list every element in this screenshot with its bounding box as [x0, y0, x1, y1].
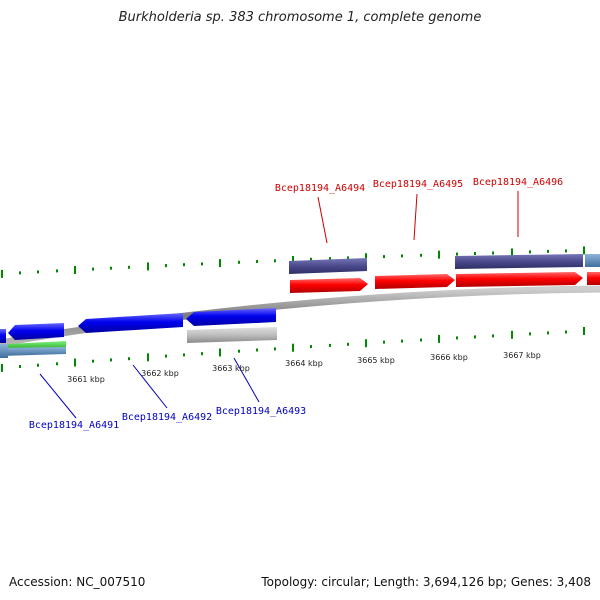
- scale-label: 3664 kbp: [285, 359, 323, 368]
- leader-line-a6491: [39, 373, 77, 419]
- map-title: Burkholderia sp. 383 chromosome 1, compl…: [118, 10, 482, 25]
- cds-arrow-a6492[interactable]: [78, 313, 183, 333]
- forward-gene-labels: Bcep18194_A6494 Bcep18194_A6495 Bcep1819…: [275, 177, 563, 244]
- scale-label: 3665 kbp: [357, 356, 395, 365]
- gene-label-a6494[interactable]: Bcep18194_A6494: [275, 183, 365, 194]
- gene-band-steel-left[interactable]: [0, 344, 8, 358]
- gene-band-a6496[interactable]: [455, 254, 583, 269]
- gene-label-a6492[interactable]: Bcep18194_A6492: [122, 412, 212, 423]
- accession-text: Accession: NC_007510: [9, 575, 146, 589]
- leader-line-a6492: [132, 364, 168, 409]
- cds-arrow-a6496[interactable]: [456, 272, 583, 287]
- scale-label: 3663 kbp: [212, 364, 250, 373]
- cds-arrow-a6493[interactable]: [186, 308, 276, 326]
- leader-line-a6494: [317, 196, 328, 244]
- gene-band-gray[interactable]: [187, 327, 277, 343]
- cds-arrow-a6495[interactable]: [375, 274, 455, 289]
- gene-label-a6495[interactable]: Bcep18194_A6495: [373, 179, 463, 190]
- scale-label: 3667 kbp: [503, 351, 541, 360]
- gene-label-a6496[interactable]: Bcep18194_A6496: [473, 177, 563, 188]
- cds-arrow-right-edge[interactable]: [587, 272, 600, 285]
- reverse-gene-labels: Bcep18194_A6491 Bcep18194_A6492 Bcep1819…: [29, 357, 306, 431]
- genome-backbone: [0, 285, 600, 347]
- upper-tick-row: [1, 246, 585, 278]
- leader-line-a6495: [413, 193, 418, 241]
- leader-line-a6493: [233, 357, 260, 403]
- scale-label: 3661 kbp: [67, 375, 105, 384]
- genome-summary-text: Topology: circular; Length: 3,694,126 bp…: [261, 575, 591, 589]
- cds-arrow-a6494[interactable]: [290, 278, 368, 293]
- gene-band-a6494[interactable]: [289, 258, 367, 274]
- gene-band-right-edge[interactable]: [585, 254, 600, 267]
- gene-band-steel[interactable]: [0, 347, 66, 356]
- gene-label-a6493[interactable]: Bcep18194_A6493: [216, 406, 306, 417]
- gene-label-a6491[interactable]: Bcep18194_A6491: [29, 420, 119, 431]
- scale-labels: 3661 kbp 3662 kbp 3663 kbp 3664 kbp 3665…: [67, 351, 541, 384]
- cds-arrow-left-edge[interactable]: [0, 329, 6, 343]
- cds-arrow-a6491[interactable]: [8, 323, 64, 340]
- scale-label: 3662 kbp: [141, 369, 179, 378]
- scale-label: 3666 kbp: [430, 353, 468, 362]
- lower-tick-row: [1, 327, 585, 372]
